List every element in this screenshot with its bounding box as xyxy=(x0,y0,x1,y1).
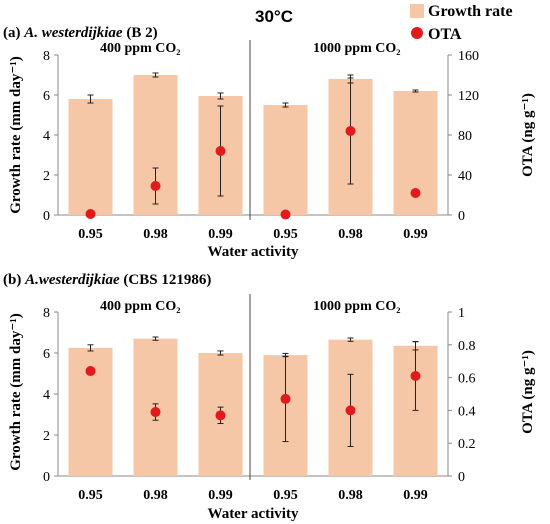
panel-a-x-tick-label: 0.98 xyxy=(338,227,363,242)
panel-b-right-tick-label: 0.2 xyxy=(458,437,476,452)
panel-b-right-tick-label: 0 xyxy=(458,470,465,485)
panel-b-ylabel-right: OTA (ng g⁻¹) xyxy=(520,350,536,434)
panel-a-ylabel-right: OTA (ng g⁻¹) xyxy=(520,93,536,177)
panel-a-x-tick-label: 0.99 xyxy=(208,227,233,242)
panel-b-ota-point xyxy=(215,410,226,421)
panel-a-right-tick-label: 120 xyxy=(458,89,479,104)
panel-b-x-tick-label: 0.95 xyxy=(78,488,103,503)
panel-a-group-label: 1000 ppm CO₂ xyxy=(313,41,400,56)
panel-a-title: (a) A. westerdijkiae (B 2) xyxy=(3,25,158,41)
panel-a-ota-point xyxy=(150,181,161,191)
figure-title: 30°C xyxy=(255,7,293,26)
panel-b-species: A.westerdijkiae xyxy=(24,272,120,288)
panel-b-prefix: (b) xyxy=(3,272,25,288)
panel-a-xlabel: Water activity xyxy=(208,244,299,260)
panel-a-right-tick-label: 40 xyxy=(458,169,472,184)
panel-b-ota-point xyxy=(150,407,161,418)
panel-b-left-tick-label: 4 xyxy=(43,388,50,403)
panel-b-right-tick-label: 1 xyxy=(458,306,465,321)
panel-a-x-tick-label: 0.99 xyxy=(403,227,428,242)
panel-b-left-tick-label: 2 xyxy=(43,429,50,444)
panel-a-left-tick-label: 0 xyxy=(43,209,50,224)
panel-b-x-tick-label: 0.98 xyxy=(143,488,168,503)
panel-b-ota-point xyxy=(345,405,356,416)
panel-b-group-label: 1000 ppm CO₂ xyxy=(313,299,400,314)
panel-b-ota-point xyxy=(410,370,421,381)
panel-a-growth-bar xyxy=(263,105,308,215)
legend-ota-marker xyxy=(411,27,423,39)
panel-a-x-tick-label: 0.98 xyxy=(143,227,168,242)
panel-a-left-tick-label: 8 xyxy=(43,49,50,64)
panel-b-plot: 0 2 4 6 8 0 0.2 0.4 0.6 0.8 1 Growth rate (mm day⁻¹… xyxy=(8,294,536,522)
panel-a-ota-point xyxy=(280,209,291,220)
legend-growth-rate-label: Growth rate xyxy=(428,3,513,20)
panel-a-left-tick-label: 4 xyxy=(43,129,50,144)
panel-b-x-tick-label: 0.99 xyxy=(403,488,428,503)
panel-b-x-tick-label: 0.95 xyxy=(273,488,298,503)
panel-a-right-tick-label: 160 xyxy=(458,49,479,64)
panel-a-species: A. westerdijkiae xyxy=(23,25,123,41)
panel-a-group-label: 400 ppm CO₂ xyxy=(100,41,180,56)
panel-a-left-tick-label: 6 xyxy=(43,89,50,104)
panel-b-right-tick-label: 0.6 xyxy=(458,372,476,387)
panel-b-ota-point xyxy=(280,393,291,404)
panel-b-group-label: 400 ppm CO₂ xyxy=(100,299,180,314)
panel-b-title: (b) A.westerdijkiae (CBS 121986) xyxy=(3,272,211,288)
panel-a-right-tick-label: 80 xyxy=(458,129,472,144)
panel-a-right-tick-label: 0 xyxy=(458,209,465,224)
panel-a-x-tick-label: 0.95 xyxy=(78,227,103,242)
panel-a-ota-point xyxy=(215,146,226,156)
panel-b-left-tick-label: 8 xyxy=(43,306,50,321)
panel-b-left-tick-label: 6 xyxy=(43,347,50,362)
legend-ota-label: OTA xyxy=(428,26,462,43)
panel-b-ylabel-left: Growth rate (mm day⁻¹) xyxy=(8,313,24,471)
panel-b-x-tick-label: 0.98 xyxy=(338,488,363,503)
panel-b-ota-point xyxy=(85,366,96,377)
panel-a-x-tick-label: 0.95 xyxy=(273,227,298,242)
panel-a-ota-point xyxy=(85,209,96,219)
panel-b-right-tick-label: 0.4 xyxy=(458,404,476,419)
panel-a-ylabel-left: Growth rate (mm day⁻¹) xyxy=(8,56,24,214)
panel-b-right-tick-label: 0.8 xyxy=(458,339,476,354)
panel-a-prefix: (a) xyxy=(3,25,24,41)
legend: Growth rate OTA xyxy=(410,3,513,43)
panel-b-xlabel: Water activity xyxy=(208,506,299,522)
panel-a-left-tick-label: 2 xyxy=(43,169,50,184)
panel-b-x-tick-label: 0.99 xyxy=(208,488,233,503)
panel-a-growth-bar xyxy=(68,99,113,215)
panel-a-strain: (B 2) xyxy=(123,25,158,41)
panel-b-strain: (CBS 121986) xyxy=(120,272,212,288)
panel-b-left-tick-label: 0 xyxy=(43,470,50,485)
panel-a-ota-point xyxy=(345,126,356,136)
panel-a-ota-point xyxy=(410,188,421,198)
legend-growth-rate-swatch xyxy=(410,4,424,18)
